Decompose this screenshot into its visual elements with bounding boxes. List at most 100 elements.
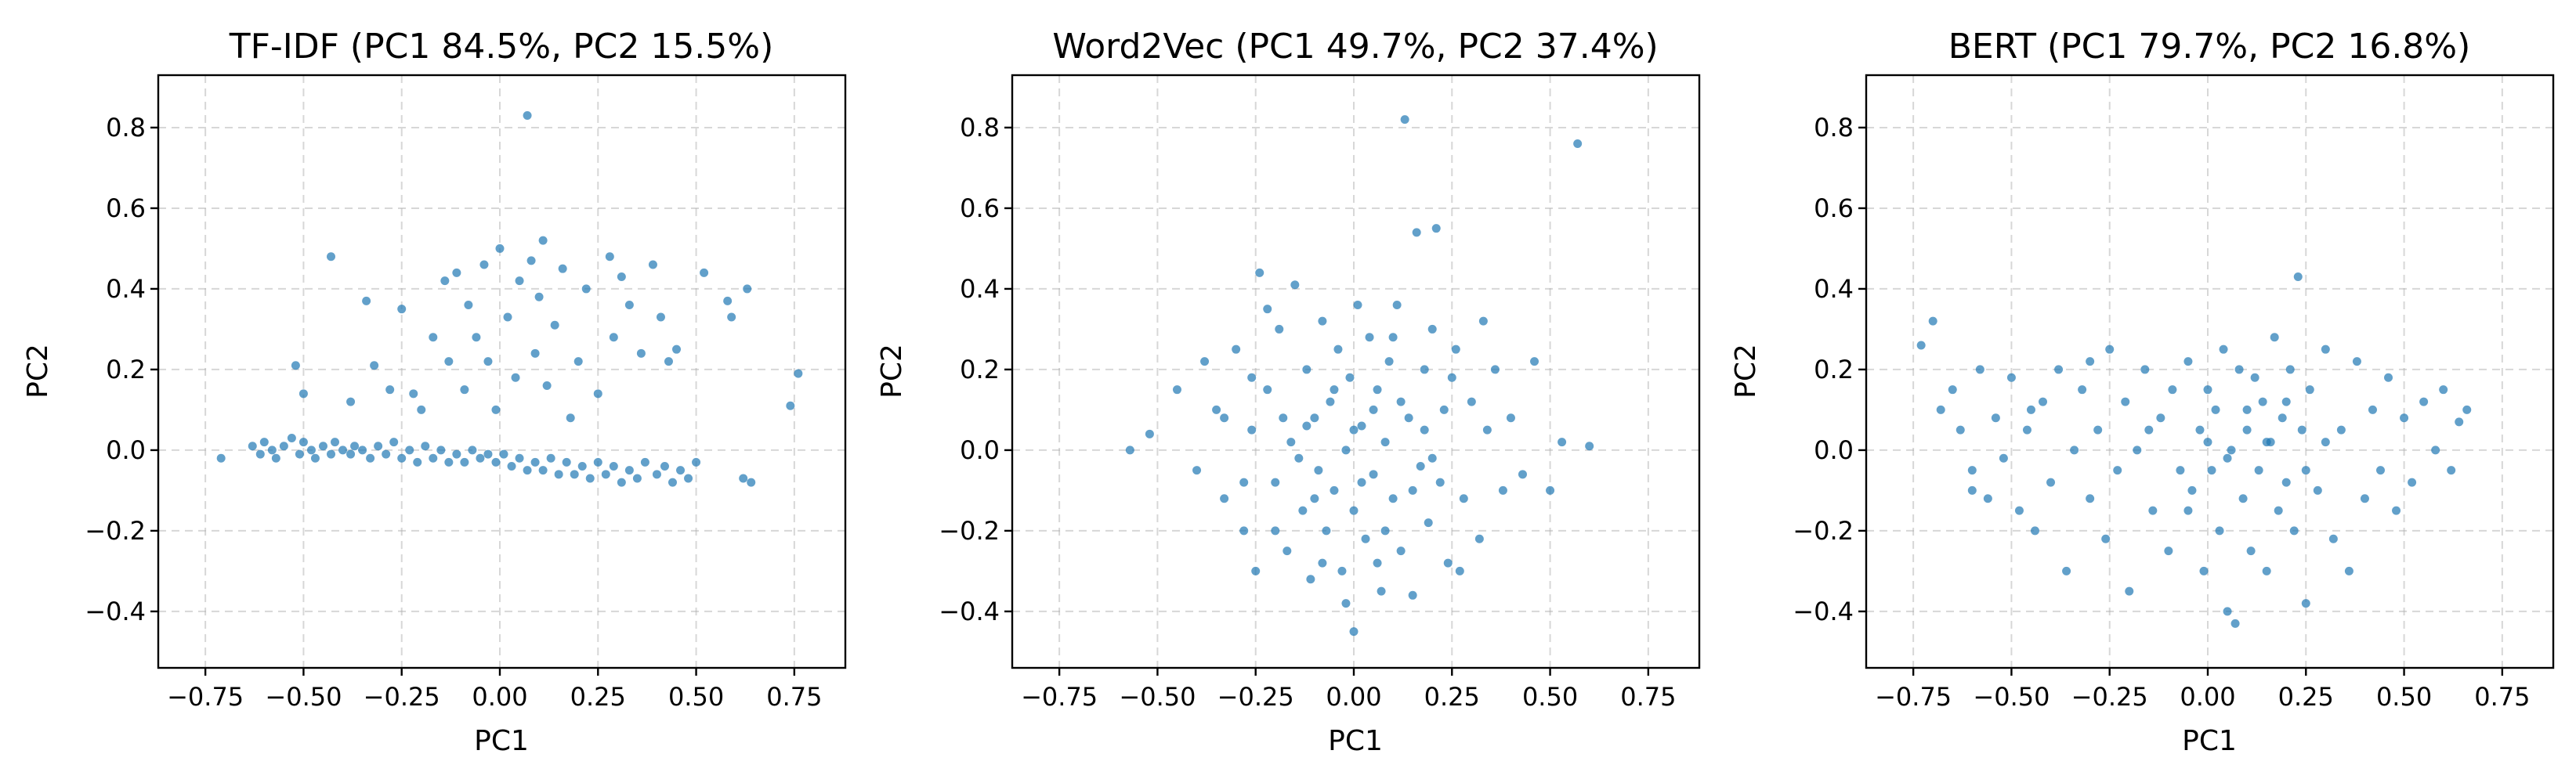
data-point — [1251, 566, 1261, 575]
y-tick-label: 0.6 — [106, 193, 146, 223]
data-point — [1349, 425, 1359, 435]
data-point — [1999, 453, 2008, 463]
data-point — [605, 252, 614, 262]
data-point — [2199, 566, 2209, 575]
data-point — [542, 381, 552, 391]
data-point — [2305, 385, 2314, 395]
data-point — [346, 397, 356, 406]
data-point — [2156, 413, 2165, 423]
data-point — [1451, 345, 1460, 354]
data-point — [2301, 599, 2310, 608]
data-point — [1337, 566, 1347, 575]
data-point — [794, 369, 803, 378]
data-point — [2022, 425, 2031, 435]
data-point — [2262, 566, 2271, 575]
data-point — [2278, 413, 2287, 423]
data-point — [1443, 558, 1453, 568]
y-tick-label: 0.4 — [106, 274, 146, 304]
data-point — [2281, 478, 2291, 487]
data-point — [1482, 425, 1492, 435]
data-point — [255, 449, 265, 459]
data-point — [1498, 485, 1507, 495]
data-point — [593, 457, 602, 467]
x-tick-label: −0.50 — [265, 682, 342, 712]
data-point — [2223, 607, 2232, 616]
data-point — [546, 453, 555, 463]
data-point — [2258, 397, 2267, 406]
data-point — [727, 312, 736, 322]
data-point — [1991, 413, 2000, 423]
x-tick-label: 0.00 — [1326, 682, 1381, 712]
data-point — [358, 446, 367, 455]
data-point — [1459, 494, 1468, 503]
data-point — [1455, 566, 1464, 575]
data-point — [1125, 446, 1134, 455]
data-point — [2321, 345, 2330, 354]
data-point — [585, 474, 595, 483]
data-point — [1290, 280, 1300, 290]
data-point — [306, 446, 316, 455]
grid-lines — [1012, 75, 1699, 668]
data-point — [1467, 397, 1476, 406]
data-point — [1573, 139, 1583, 149]
data-point — [389, 438, 399, 447]
plot-frame — [1865, 74, 2555, 669]
data-point — [1377, 586, 1386, 596]
data-point — [2125, 586, 2134, 596]
data-point — [2086, 494, 2095, 503]
data-point — [385, 385, 395, 395]
data-point — [2176, 466, 2185, 475]
data-point — [417, 405, 426, 414]
data-point — [1558, 438, 1567, 447]
data-point — [421, 442, 430, 451]
data-point — [2375, 466, 2385, 475]
x-tick-label: 0.00 — [472, 682, 527, 712]
panel-tfidf: TF-IDF (PC1 84.5%, PC2 15.5%) PC1 PC2 −0… — [22, 27, 847, 757]
data-point — [2293, 272, 2303, 281]
data-point — [2297, 425, 2306, 435]
data-point — [2144, 425, 2154, 435]
data-point — [1212, 405, 1221, 414]
data-point — [1396, 547, 1406, 556]
data-point — [700, 268, 709, 277]
data-point — [382, 449, 391, 459]
y-axis-label: PC2 — [1730, 344, 1762, 399]
data-point — [676, 466, 686, 475]
grid-lines — [1866, 75, 2553, 668]
x-tick-label: 0.25 — [1424, 682, 1480, 712]
x-tick-label: 0.50 — [2376, 682, 2432, 712]
data-point — [2006, 373, 2016, 382]
x-tick-label: 0.75 — [1620, 682, 1676, 712]
data-point — [279, 442, 288, 451]
data-point — [444, 457, 454, 467]
data-point — [429, 453, 438, 463]
data-point — [413, 457, 422, 467]
data-point — [452, 268, 461, 277]
data-point — [2234, 365, 2244, 374]
data-point — [331, 438, 340, 447]
data-point — [2026, 405, 2035, 414]
data-point — [1314, 466, 1323, 475]
data-point — [1490, 365, 1500, 374]
data-point — [2203, 385, 2212, 395]
data-point — [2207, 466, 2216, 475]
data-point — [2133, 446, 2142, 455]
data-point — [2030, 526, 2039, 536]
data-point — [2203, 438, 2212, 447]
data-point — [526, 256, 536, 265]
data-point — [672, 345, 682, 354]
y-tick-label: 0.0 — [106, 435, 146, 465]
data-point — [298, 438, 308, 447]
y-tick-label: 0.2 — [106, 355, 146, 384]
panel-bert: BERT (PC1 79.7%, PC2 16.8%) PC1 PC2 −0.7… — [1730, 27, 2555, 757]
data-point — [350, 442, 360, 451]
data-point — [723, 296, 733, 305]
data-point — [1310, 413, 1319, 423]
data-point — [1302, 421, 1312, 431]
data-point — [495, 244, 505, 253]
data-point — [558, 264, 567, 273]
data-point — [664, 357, 673, 366]
data-point — [2187, 485, 2197, 495]
data-point — [1271, 526, 1280, 536]
